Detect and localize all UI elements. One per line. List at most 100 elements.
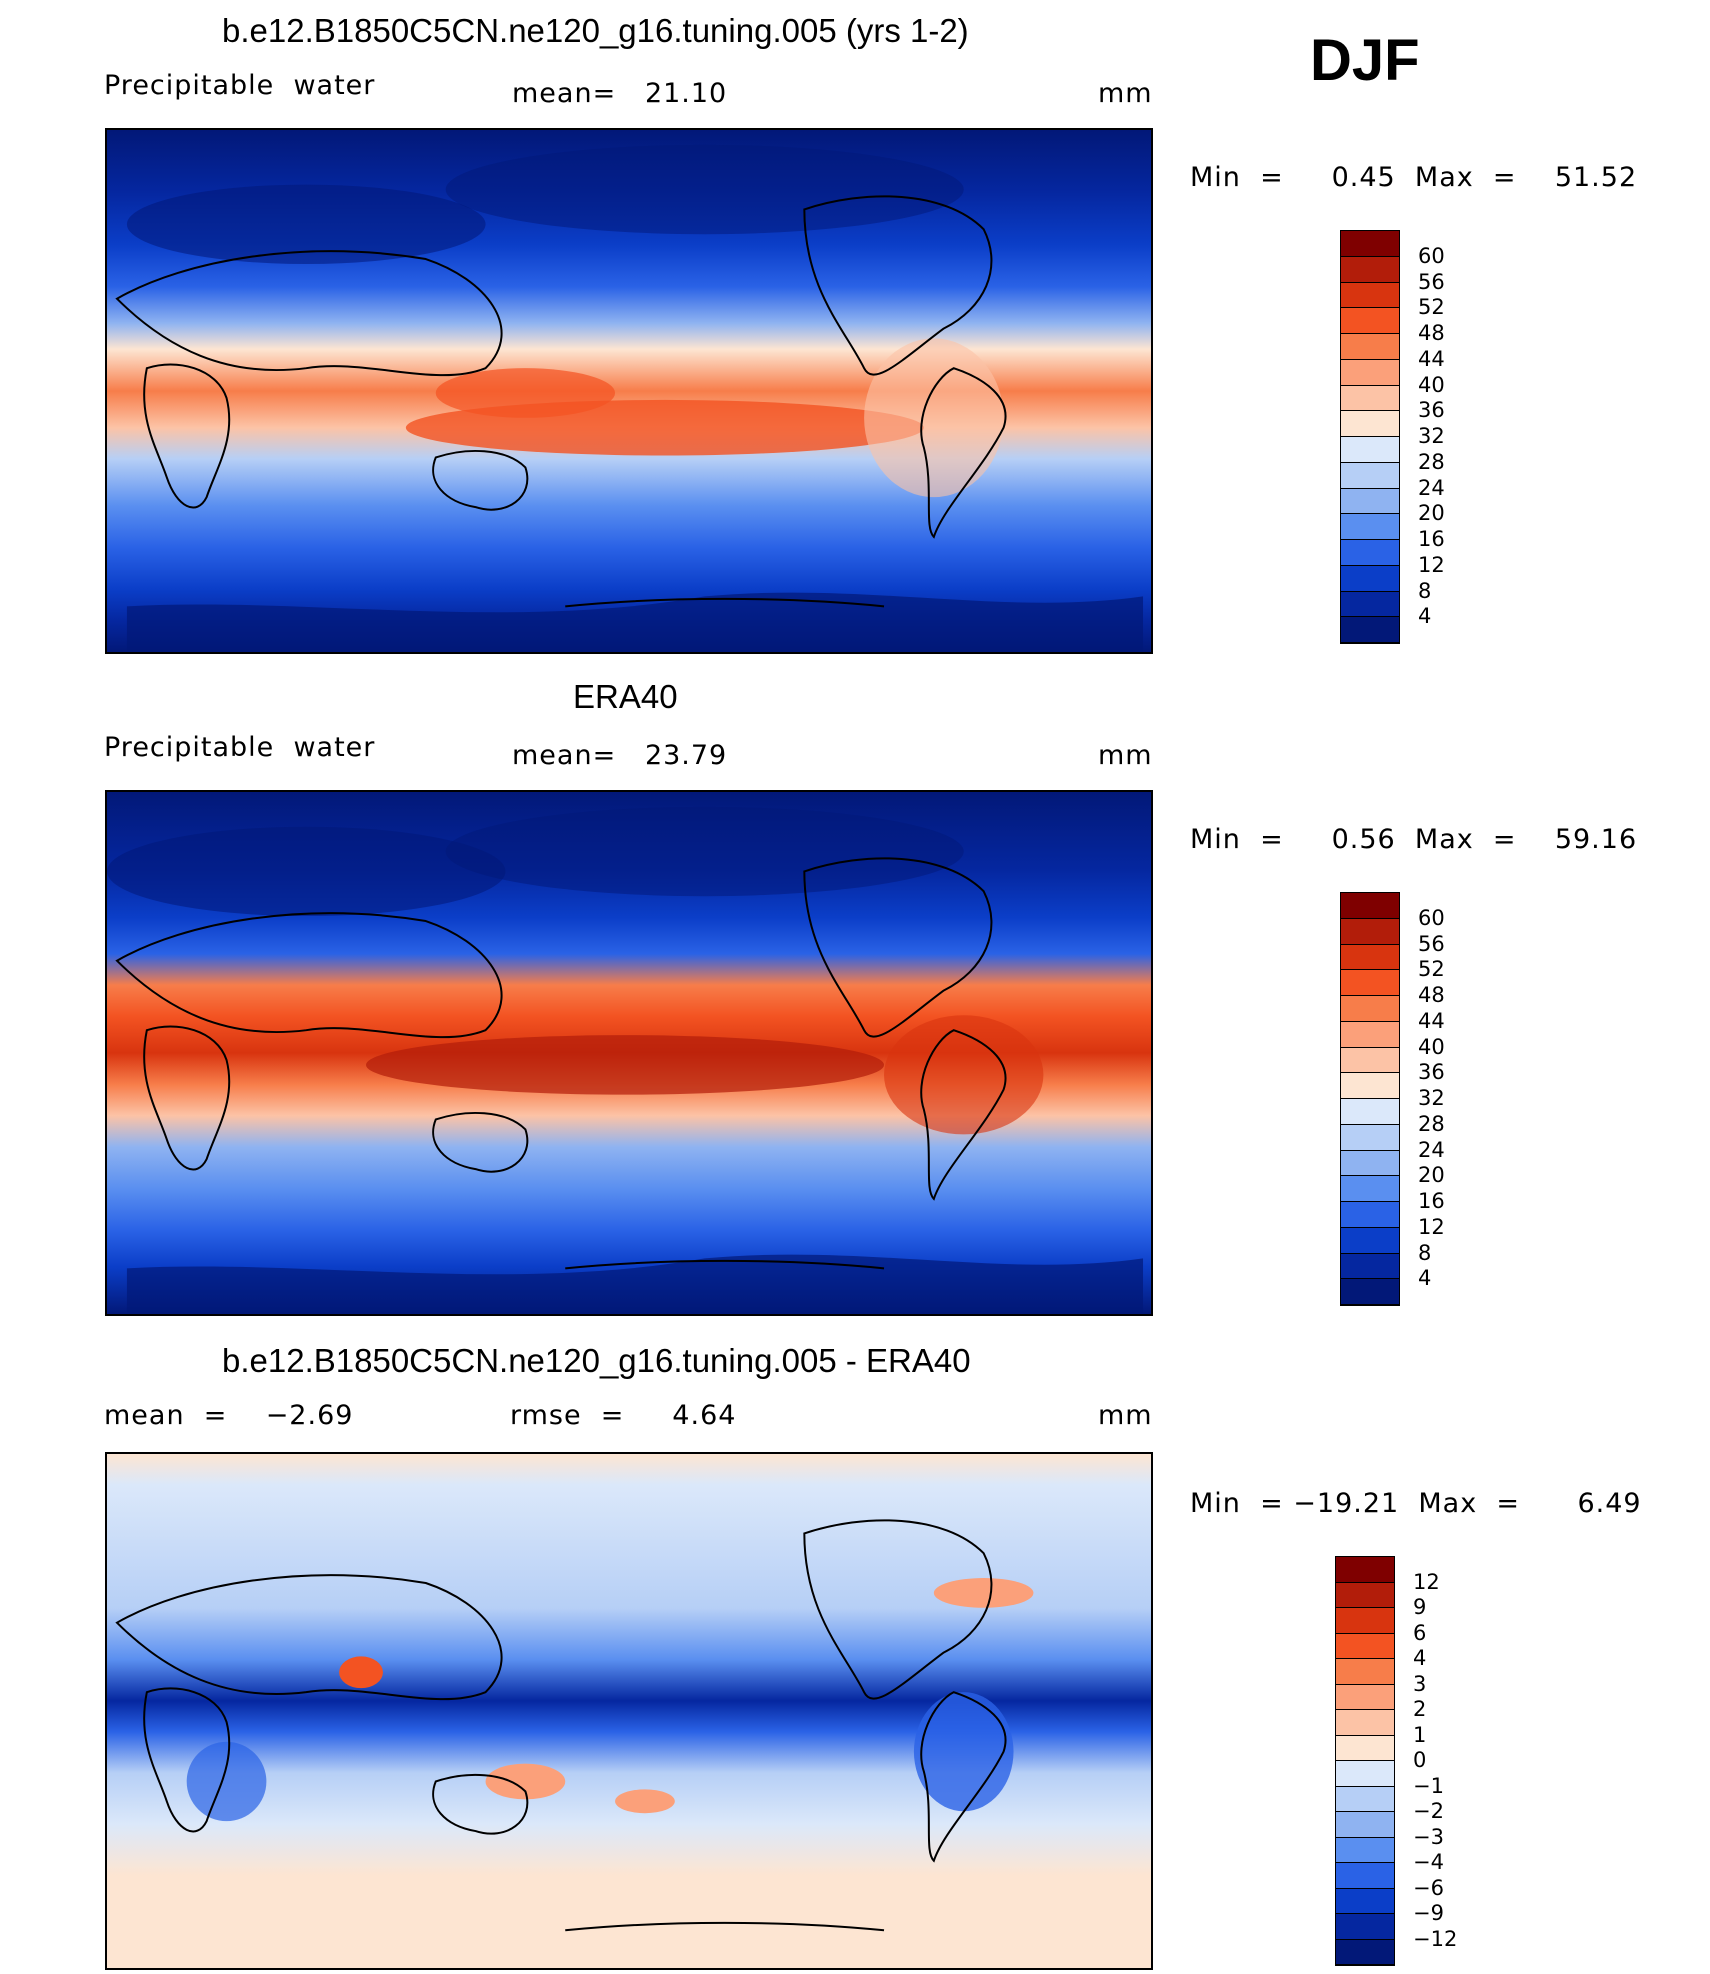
colorbar-swatch — [1341, 591, 1399, 618]
colorbar-swatch — [1336, 1863, 1394, 1889]
colorbar-tick-label: 12 — [1413, 1569, 1440, 1594]
colorbar-swatch — [1336, 1633, 1394, 1659]
colorbar-tick-label: 52 — [1418, 295, 1445, 320]
panel-title: b.e12.B1850C5CN.ne120_g16.tuning.005 - E… — [222, 1342, 971, 1379]
minmax-label: Min = 0.45 Max = 51.52 — [1190, 162, 1638, 193]
colorbar-tick-label: 24 — [1418, 1137, 1445, 1162]
colorbar-swatch — [1341, 334, 1399, 360]
colorbar-tick-label: 28 — [1418, 449, 1445, 474]
colorbar-swatch — [1336, 1888, 1394, 1914]
colorbar-swatch — [1341, 488, 1399, 515]
colorbar-swatch — [1341, 1073, 1399, 1099]
colorbar-swatch — [1336, 1659, 1394, 1685]
colorbar-swatch — [1341, 308, 1399, 334]
colorbar-swatch — [1341, 996, 1399, 1022]
colorbar-swatch — [1341, 1124, 1399, 1151]
colorbar-model: 60 56 52 48 44 40 36 32 28 24 20 16 12 8 4 — [1340, 230, 1445, 644]
colorbar-tick-label: 8 — [1418, 578, 1432, 603]
colorbar-tick-label: 0 — [1413, 1748, 1427, 1772]
colorbar-tick-label: 56 — [1418, 269, 1445, 294]
colorbar-tick-label: 52 — [1418, 957, 1445, 982]
mean-label: mean= 21.10 — [512, 78, 728, 109]
colorbar-tick-label: 4 — [1418, 604, 1432, 629]
colorbar-tick-label: 28 — [1418, 1111, 1445, 1136]
colorbar-swatch — [1341, 1150, 1399, 1177]
colorbar-swatch — [1341, 231, 1399, 257]
season-label: DJF — [1310, 28, 1420, 93]
colorbar-tick-label: 16 — [1418, 527, 1445, 551]
colorbar-swatch — [1336, 1710, 1394, 1736]
colorbar-swatch — [1336, 1837, 1394, 1863]
variable-label: Precipitable water — [104, 70, 376, 101]
colorbar-tick-label: 2 — [1413, 1697, 1427, 1721]
colorbar-tick-label: 20 — [1418, 1163, 1445, 1188]
colorbar-swatch — [1341, 437, 1399, 463]
colorbar-tick-label: 6 — [1413, 1620, 1427, 1645]
colorbar-swatch — [1341, 359, 1399, 386]
colorbar-tick-label: −9 — [1413, 1901, 1444, 1925]
colorbar-tick-label: 32 — [1418, 1086, 1445, 1110]
colorbar-swatch — [1336, 1582, 1394, 1608]
map-era40 — [105, 790, 1153, 1316]
panel-title: b.e12.B1850C5CN.ne120_g16.tuning.005 (yr… — [222, 12, 969, 49]
colorbar-swatch — [1341, 1227, 1399, 1254]
colorbar-swatch — [1336, 1914, 1394, 1940]
colorbar-swatch — [1341, 514, 1399, 540]
colorbar-swatch — [1341, 256, 1399, 283]
colorbar-swatch — [1336, 1557, 1394, 1583]
colorbar-tick-label: 3 — [1413, 1671, 1427, 1696]
colorbar-tick-label: 36 — [1418, 398, 1445, 423]
mean-label: mean= 23.79 — [512, 740, 728, 771]
colorbar-tick-label: 32 — [1418, 424, 1445, 448]
colorbar-tick-label: 44 — [1418, 1008, 1445, 1033]
colorbar-tick-label: −12 — [1413, 1926, 1458, 1951]
colorbar-tick-label: 20 — [1418, 501, 1445, 526]
colorbar-tick-label: 16 — [1418, 1189, 1445, 1213]
colorbar-swatch — [1341, 282, 1399, 309]
colorbar-swatch — [1341, 1253, 1399, 1280]
map-model — [105, 128, 1153, 654]
colorbar-tick-label: 36 — [1418, 1060, 1445, 1085]
colorbar-swatch — [1341, 1047, 1399, 1074]
colorbar-tick-label: 60 — [1418, 905, 1445, 930]
colorbar-swatch — [1336, 1786, 1394, 1812]
colorbar-era40: 60 56 52 48 44 40 36 32 28 24 20 16 12 8 4 — [1340, 892, 1445, 1306]
colorbar-swatch — [1341, 617, 1399, 643]
colorbar-tick-label: 12 — [1418, 1214, 1445, 1239]
colorbar-tick-label: 24 — [1418, 475, 1445, 500]
colorbar-boxes — [1335, 1556, 1395, 1966]
colorbar-difference: 12 9 6 4 3 2 1 0 −1 −2 −3 −4 −6 −9 −12 — [1335, 1556, 1457, 1966]
panel-title: ERA40 — [573, 678, 678, 715]
colorbar-swatch — [1341, 944, 1399, 971]
colorbar-tick-label: 4 — [1413, 1646, 1427, 1670]
colorbar-tick-label: −1 — [1413, 1773, 1444, 1798]
colorbar-swatch — [1341, 893, 1399, 919]
colorbar-tick-label: 40 — [1418, 372, 1445, 397]
colorbar-swatch — [1341, 1021, 1399, 1048]
colorbar-tick-label: 9 — [1413, 1595, 1427, 1619]
colorbar-tick-label: 44 — [1418, 346, 1445, 371]
minmax-label: Min = −19.21 Max = 6.49 — [1190, 1488, 1642, 1519]
colorbar-boxes — [1340, 892, 1400, 1306]
colorbar-tick-label: 60 — [1418, 243, 1445, 268]
colorbar-tick-label: 12 — [1418, 552, 1445, 577]
colorbar-tick-label: −3 — [1413, 1824, 1444, 1849]
colorbar-swatch — [1336, 1761, 1394, 1787]
units-label: mm — [1098, 78, 1153, 109]
colorbar-tick-label: 40 — [1418, 1034, 1445, 1059]
colorbar-swatch — [1336, 1812, 1394, 1838]
colorbar-swatch — [1336, 1684, 1394, 1710]
colorbar-swatch — [1341, 1099, 1399, 1125]
colorbar-swatch — [1341, 540, 1399, 566]
colorbar-tick-label: 1 — [1413, 1722, 1427, 1747]
colorbar-tick-label: 56 — [1418, 931, 1445, 956]
colorbar-swatch — [1341, 565, 1399, 592]
colorbar-swatch — [1336, 1608, 1394, 1634]
colorbar-tick-label: −2 — [1413, 1799, 1444, 1823]
colorbar-swatch — [1341, 1176, 1399, 1202]
colorbar-swatch — [1341, 970, 1399, 996]
colorbar-tick-label: 4 — [1418, 1266, 1432, 1291]
map-difference — [105, 1452, 1153, 1970]
minmax-label: Min = 0.56 Max = 59.16 — [1190, 824, 1638, 855]
colorbar-swatch — [1336, 1735, 1394, 1761]
